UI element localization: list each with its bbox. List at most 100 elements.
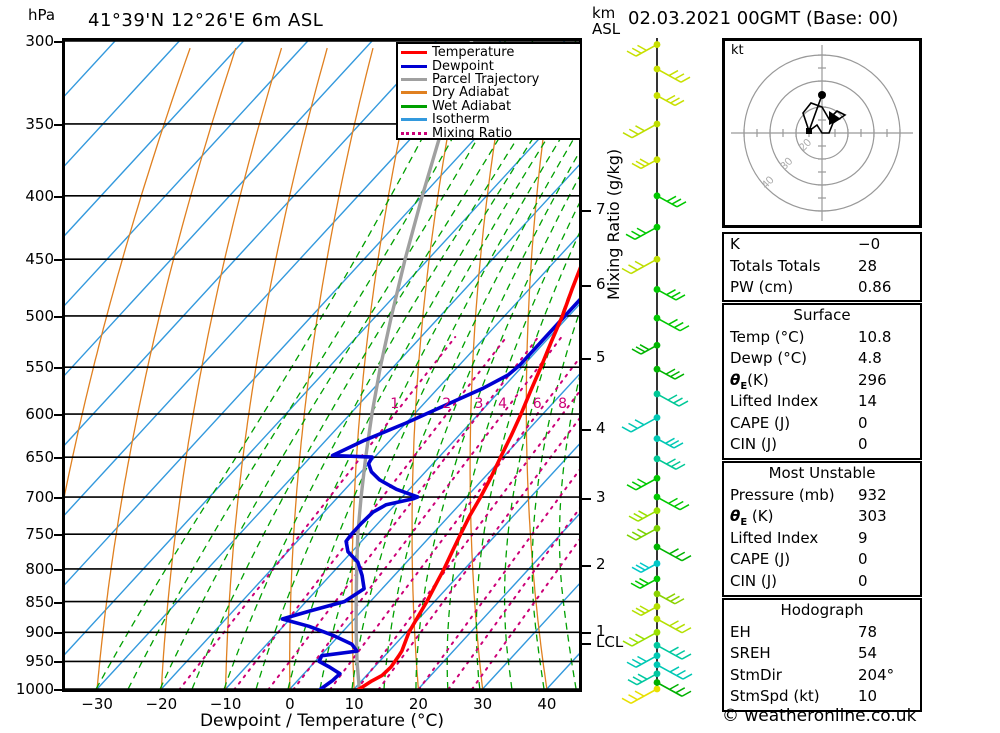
hodo-stat-row: StmDir 204° (724, 665, 920, 687)
wind-barb (626, 524, 661, 541)
index-row-label: PW (cm) (730, 278, 794, 296)
temperature-tick-label: 40 (537, 695, 557, 713)
surface-row-label: Dewp (°C) (730, 349, 808, 367)
pressure-tick (54, 41, 62, 43)
pressure-tick-label: 350 (25, 114, 54, 133)
pressure-tick (54, 315, 62, 318)
pressure-tick-label: 300 (25, 32, 54, 50)
wind-barb (653, 615, 692, 634)
pressure-tick (54, 632, 62, 635)
hodo-stat-row: StmSpd (kt) 10 (724, 686, 920, 708)
surface-row: θE(K) 296 (724, 370, 920, 392)
mixing-ratio-value-label: 2 (442, 396, 452, 413)
temperature-tick-label: −20 (145, 695, 178, 713)
wind-barb (621, 255, 661, 275)
date-title: 02.03.2021 00GMT (Base: 00) (628, 8, 899, 29)
section-title: Hodograph (780, 601, 864, 619)
unstable-row-value: 932 (858, 485, 887, 504)
wind-barb (653, 455, 686, 470)
wind-barb (622, 628, 661, 647)
legend-label: Temperature (432, 45, 515, 61)
pressure-tick-label: 800 (25, 559, 54, 578)
temperature-tick-label: 30 (473, 695, 493, 713)
unstable-row: CAPE (J) 0 (724, 549, 920, 571)
pressure-tick (54, 259, 62, 262)
wind-barb (653, 661, 693, 680)
skewt-plot-frame[interactable] (62, 38, 582, 692)
wind-barb (653, 365, 685, 380)
legend-item: Wet Adiabat (401, 100, 577, 113)
pressure-tick-label: 1000 (15, 680, 54, 698)
legend-label: Wet Adiabat (432, 98, 512, 114)
height-tick-label: 6 (596, 274, 606, 293)
pressure-tick (54, 123, 62, 126)
pressure-tick (54, 367, 62, 370)
legend-swatch-temperature (401, 51, 427, 55)
surface-row-label: Lifted Index (730, 392, 819, 410)
height-axis-asl-label: ASL (592, 20, 621, 38)
wind-barb (631, 341, 661, 355)
hodograph-ring-label: 30 (778, 155, 795, 172)
unstable-row-value: 0 (858, 550, 868, 568)
page-title: 41°39'N 12°26'E 6m ASL (88, 10, 324, 31)
hodo-stat-row: EH 78 (724, 622, 920, 644)
legend-label: Mixing Ratio (432, 125, 513, 141)
hodograph-ring-label: 40 (759, 174, 776, 191)
legend-swatch-isotherm (401, 118, 427, 122)
general-indices-box: K −0 Totals Totals 28 PW (cm) 0.86 (722, 232, 922, 302)
wind-barb (653, 435, 684, 449)
pressure-tick-label: 600 (25, 405, 54, 424)
wind-barb (621, 685, 661, 705)
wind-barb (653, 590, 685, 605)
pressure-tick-label: 700 (25, 488, 54, 507)
legend-item: Parcel Trajectory (401, 73, 577, 86)
pressure-axis-unit-label: hPa (28, 6, 56, 24)
pressure-tick (54, 661, 62, 664)
wind-barb (653, 679, 692, 697)
lcl-tick (582, 643, 591, 646)
surface-row-value: 10.8 (858, 327, 892, 346)
lcl-label: LCL (596, 633, 624, 652)
unstable-row-label: θE (K) (730, 507, 774, 528)
legend-label: Isotherm (432, 112, 490, 128)
height-axis-unit-label: km (592, 4, 616, 22)
unstable-row-label: Lifted Index (730, 528, 819, 547)
height-tick-label: 7 (596, 199, 606, 218)
wind-barb (626, 474, 661, 491)
pressure-tick (54, 534, 62, 537)
temperature-tick-label: 10 (344, 695, 364, 713)
surface-row-value: 14 (858, 392, 878, 410)
index-row: PW (cm) 0.86 (724, 277, 920, 299)
temperature-tick-label: −30 (81, 695, 113, 713)
legend-swatch-parcel-trajectory (401, 77, 427, 81)
pressure-tick (54, 414, 62, 417)
pressure-tick (54, 457, 62, 460)
info-panel: 02.03.2021 00GMT (Base: 00) kt 20 30 40 K −… (612, 0, 1000, 733)
unstable-row: Lifted Index 9 (724, 528, 920, 550)
surface-row-label: Temp (°C) (730, 327, 805, 346)
mixing-ratio-value-label: 3 (474, 396, 484, 413)
hodograph-panel[interactable]: kt 20 30 40 (722, 38, 922, 228)
surface-row: CAPE (J) 0 (724, 413, 920, 435)
wind-barb (627, 670, 661, 686)
mixing-ratio-value-label: 6 (532, 396, 542, 413)
wind-barb (628, 507, 661, 522)
wind-barb (653, 641, 692, 660)
hodo-stat-row-label: SREH (730, 644, 771, 662)
height-tick (582, 631, 591, 634)
wind-barb (631, 603, 661, 617)
mixing-ratio-value-label: 1 (390, 396, 400, 413)
index-row: Totals Totals 28 (724, 256, 920, 278)
height-tick (582, 209, 591, 212)
pressure-tick-label: 400 (25, 186, 54, 205)
legend-item: Temperature (401, 46, 577, 59)
legend-label: Parcel Trajectory (432, 71, 540, 87)
legend-label: Dewpoint (432, 58, 494, 74)
chart-legend: Temperature Dewpoint Parcel Trajectory Dry … (396, 42, 582, 140)
pressure-tick-label: 450 (25, 250, 54, 269)
unstable-row-label: Pressure (mb) (730, 485, 835, 504)
surface-row-value: 0 (858, 435, 868, 453)
height-tick-label: 2 (596, 555, 606, 574)
surface-row: Temp (°C) 10.8 (724, 327, 920, 349)
wind-barb (631, 560, 661, 573)
